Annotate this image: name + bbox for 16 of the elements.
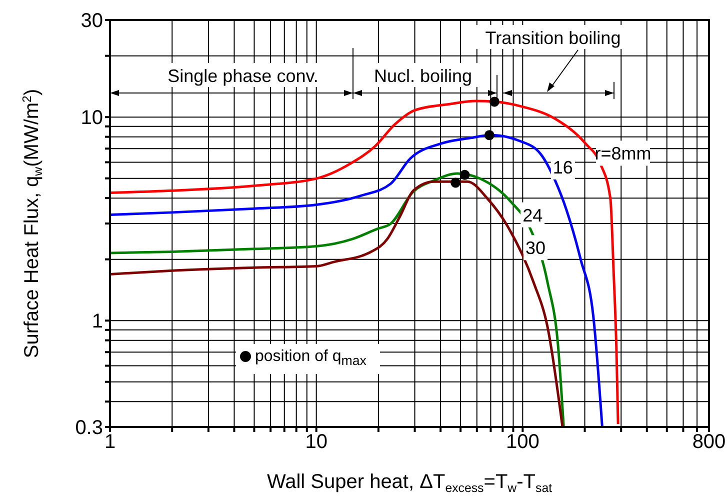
x-tick-label: 800	[692, 431, 726, 454]
series-label: 30	[525, 238, 546, 258]
series-label: 24	[522, 205, 543, 226]
annotation: Single phase conv.	[168, 66, 318, 86]
y-tick-label: 10	[80, 107, 103, 130]
annotation: Nucl. boiling	[374, 66, 472, 86]
series-label: r=8mm	[594, 144, 652, 164]
annotation: Transition boiling	[485, 28, 621, 48]
x-axis-title: Wall Super heat, ΔT$_{excess}$=T$_{w}$-T$_{sat}$	[266, 471, 553, 495]
y-tick-label: 30	[80, 10, 103, 32]
legend-label: position of q$_{max}$	[255, 348, 366, 368]
series-label: 16	[552, 157, 573, 178]
x-tick-label: 10	[305, 431, 328, 454]
y-tick-label: 1	[92, 310, 103, 333]
y-tick-label: 0.3	[75, 417, 103, 440]
x-tick-label: 100	[506, 431, 540, 454]
